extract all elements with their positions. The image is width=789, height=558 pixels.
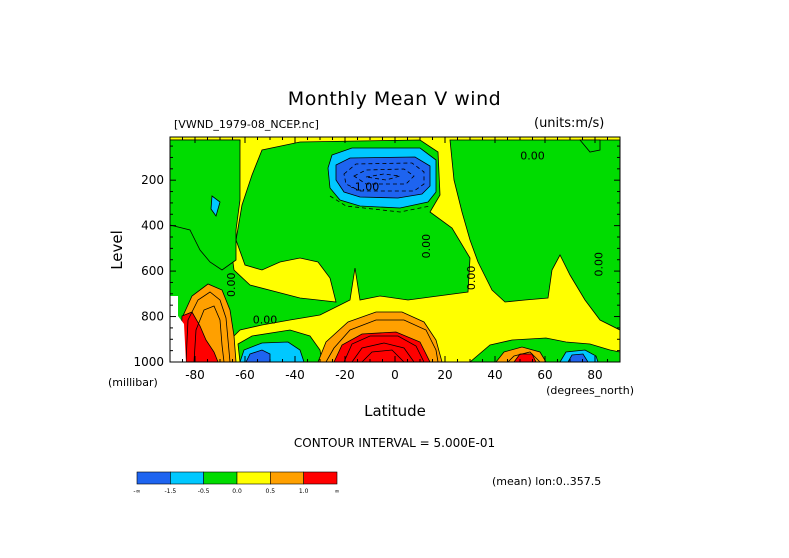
axis-ticks <box>169 137 621 363</box>
colorbar-label: -∞ <box>133 488 140 495</box>
x-tick-label: -60 <box>235 368 255 382</box>
x-tick-label: 40 <box>487 368 502 382</box>
y-axis-units: (millibar) <box>108 376 158 389</box>
colorbar-label: -1.5 <box>164 488 176 495</box>
colorbar-swatch <box>136 471 171 485</box>
x-tick-label: -80 <box>185 368 205 382</box>
x-tick-label: 0 <box>391 368 399 382</box>
mean-longitude-text: (mean) lon:0..357.5 <box>492 475 602 488</box>
colorbar-swatch <box>203 471 238 485</box>
colorbar-label: 1.0 <box>299 488 309 495</box>
x-axis-label: Latitude <box>364 402 426 420</box>
contour-line-negative <box>353 168 415 185</box>
colorbar-swatch <box>303 471 338 485</box>
contour-line <box>351 342 415 362</box>
y-tick-label: 400 <box>141 219 164 233</box>
contour-label: 0.00 <box>593 252 606 277</box>
y-tick-label: 600 <box>141 264 164 278</box>
field-strongly-negative <box>245 349 271 362</box>
field-slightly-negative <box>170 139 241 271</box>
contour-line-negative <box>343 162 425 192</box>
contour-line-negative <box>329 195 431 213</box>
contour-line <box>185 291 231 362</box>
colorbar-label: ∞ <box>335 488 340 495</box>
x-tick-label: 60 <box>537 368 552 382</box>
y-tick-label: 200 <box>141 173 164 187</box>
colorbar-label: -0.5 <box>198 488 210 495</box>
colorbar-swatch <box>270 471 304 485</box>
chart-title: Monthly Mean V wind <box>287 88 502 110</box>
missing-data-region <box>170 296 186 362</box>
x-tick-label: 20 <box>437 368 452 382</box>
contour-line <box>361 349 405 362</box>
y-tick-label: 1000 <box>133 355 164 369</box>
x-tick-label: -40 <box>285 368 305 382</box>
contour-label: 0.00 <box>520 150 545 163</box>
colorbar: -∞ -1.5 -0.5 0.0 0.5 1.0 ∞ <box>133 471 340 495</box>
x-tick-label: -20 <box>335 368 355 382</box>
contour-line <box>343 335 425 362</box>
colorbar-label: 0.0 <box>232 488 242 495</box>
contour-fills <box>170 137 620 362</box>
x-tick-labels: -80 -60 -40 -20 0 20 40 60 80 <box>185 368 602 382</box>
contour-label: 0.00 <box>420 234 433 259</box>
contour-line <box>193 305 225 362</box>
contour-line <box>507 351 541 362</box>
x-tick-label: 80 <box>587 368 602 382</box>
contour-label: -1.00 <box>351 180 379 193</box>
field-slightly-negative <box>449 139 620 331</box>
contour-label: 0.00 <box>253 313 278 326</box>
contour-line <box>325 319 439 362</box>
units-label: (units:m/s) <box>534 116 605 131</box>
y-tick-labels: 200 400 600 800 1000 <box>133 173 164 369</box>
y-axis-label: Level <box>108 230 126 270</box>
field-negative <box>210 195 221 217</box>
contour-label: 0.00 <box>225 272 238 297</box>
field-strongly-positive <box>179 311 219 362</box>
field-strongly-positive <box>333 331 431 362</box>
dataset-label: [VWND_1979-08_NCEP.nc] <box>174 118 319 131</box>
contour-labels: 0.00 -1.00 0.00 0.00 0.00 0.00 0.00 <box>225 150 606 327</box>
colorbar-swatch <box>236 471 271 485</box>
colorbar-swatch <box>170 471 204 485</box>
x-axis-units: (degrees_north) <box>546 384 634 397</box>
y-tick-label: 800 <box>141 310 164 324</box>
colorbar-label: 0.5 <box>266 488 276 495</box>
contour-label: 0.00 <box>465 266 478 291</box>
field-strongly-negative <box>335 156 431 199</box>
contour-interval-text: CONTOUR INTERVAL = 5.000E-01 <box>293 436 496 450</box>
